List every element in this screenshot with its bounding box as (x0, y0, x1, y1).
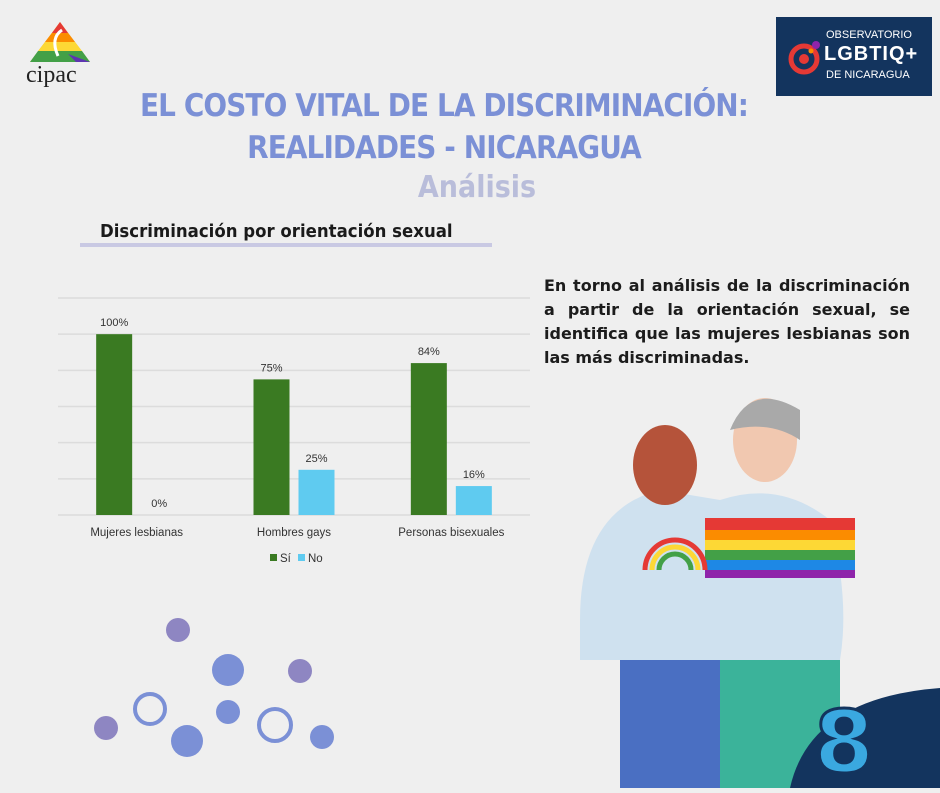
bar-si (96, 334, 133, 515)
data-label: 25% (305, 453, 327, 465)
bar-no (298, 469, 335, 515)
decorative-circles (94, 618, 334, 757)
x-tick-label: Personas bisexuales (398, 527, 504, 539)
legend-swatch (270, 554, 277, 561)
observatorio-logo: OBSERVATORIO LGBTIQ+ DE NICARAGUA (776, 17, 932, 96)
x-tick-label: Mujeres lesbianas (90, 527, 183, 539)
dot-icon (212, 654, 244, 686)
data-label: 75% (260, 362, 282, 374)
x-tick-label: Hombres gays (257, 527, 331, 539)
observatorio-line1: OBSERVATORIO (826, 29, 912, 41)
cipac-logo-icon (30, 22, 90, 62)
dot-icon (310, 725, 334, 749)
page-subtitle: Análisis (417, 170, 537, 205)
page-title-line2: REALIDADES - NICARAGUA (247, 130, 642, 166)
bar-si (410, 363, 447, 515)
ring-icon (257, 707, 293, 743)
section-underline (80, 243, 492, 247)
observatorio-logo-icon (788, 41, 820, 75)
section-title: Discriminación por orientación sexual (100, 221, 453, 242)
bar-chart: 100% 0% Mujeres lesbianas 75% 25% Hombres gay… (58, 297, 530, 565)
dot-icon (166, 618, 190, 642)
description-text: En torno al análisis de la discriminació… (544, 276, 910, 367)
dot-icon (94, 716, 118, 740)
legend-label: Sí (280, 553, 292, 565)
dot-icon (288, 659, 312, 683)
observatorio-line3: DE NICARAGUA (826, 69, 910, 81)
dot-icon (216, 700, 240, 724)
data-label: 100% (100, 317, 128, 329)
data-label: 16% (463, 469, 485, 481)
data-label: 0% (151, 498, 167, 510)
bar-si (253, 379, 290, 515)
cipac-logo-text: cipac (26, 62, 77, 88)
legend-swatch (298, 554, 305, 561)
page-number: 8 (813, 693, 876, 793)
dot-icon (171, 725, 203, 757)
data-label: 84% (418, 346, 440, 358)
legend-label: No (308, 553, 323, 565)
ring-icon (133, 692, 167, 726)
bar-no (455, 486, 492, 515)
page-title-line1: EL COSTO VITAL DE LA DISCRIMINACIÓN: (139, 88, 749, 124)
observatorio-line2: LGBTIQ+ (824, 43, 919, 65)
couple-illustration (580, 398, 855, 788)
corner-shape (790, 688, 940, 788)
